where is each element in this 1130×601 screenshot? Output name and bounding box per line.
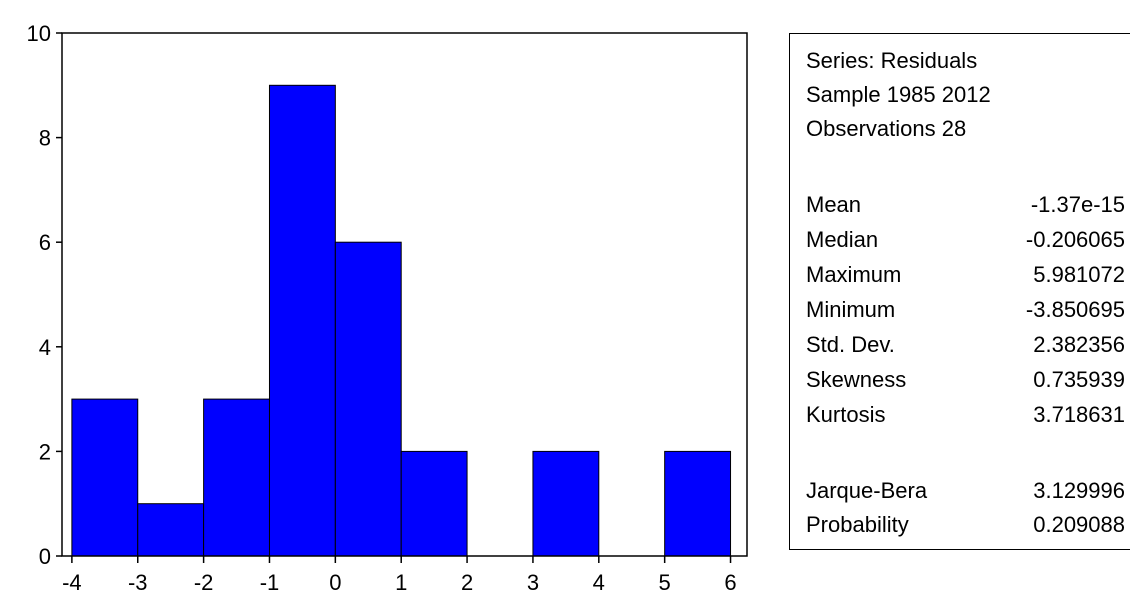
- stat-value: 5.981072: [1033, 262, 1125, 287]
- stat-label: Std. Dev.: [806, 332, 895, 357]
- x-tick-label: -4: [62, 570, 82, 595]
- histogram-bar: [400, 450, 468, 557]
- y-tick-label: 6: [39, 230, 51, 255]
- observations-count: Observations 28: [806, 116, 967, 141]
- histogram-bars: [71, 84, 732, 557]
- stat-row-probability: Probability 0.209088: [806, 512, 1125, 538]
- stat-value: 0.735939: [1033, 367, 1125, 392]
- stat-row-kurtosis: Kurtosis 3.718631: [806, 402, 1125, 428]
- descriptive-statistics-panel: Series: Residuals Sample 1985 2012 Obser…: [789, 33, 1130, 550]
- stat-value: 3.129996: [1033, 478, 1125, 503]
- stat-value: 0.209088: [1033, 512, 1125, 537]
- x-tick-label: 4: [593, 570, 605, 595]
- x-tick-label: 6: [724, 570, 736, 595]
- x-tick-label: 3: [527, 570, 539, 595]
- stat-row-median: Median -0.206065: [806, 227, 1125, 253]
- stat-value: 2.382356: [1033, 332, 1125, 357]
- x-axis: -4 -3 -2 -1 0 1 2 3 4 5 6: [62, 556, 737, 595]
- y-axis: 0 2 4 6 8 10: [27, 21, 62, 569]
- stat-value: -0.206065: [1025, 227, 1125, 252]
- histogram-bar: [334, 241, 402, 557]
- x-tick-label: 2: [461, 570, 473, 595]
- stat-value: 3.718631: [1033, 402, 1125, 427]
- stat-row-std-dev: Std. Dev. 2.382356: [806, 332, 1125, 358]
- y-tick-label: 8: [39, 126, 51, 151]
- y-tick-label: 2: [39, 439, 51, 464]
- stat-row-skewness: Skewness 0.735939: [806, 367, 1125, 393]
- histogram-bar: [71, 398, 139, 557]
- x-tick-label: -3: [128, 570, 148, 595]
- stat-row-mean: Mean -1.37e-15: [806, 192, 1125, 218]
- stat-label: Kurtosis: [806, 402, 886, 427]
- stat-row-maximum: Maximum 5.981072: [806, 262, 1125, 288]
- plot-border: [61, 32, 748, 557]
- y-tick-label: 4: [39, 335, 51, 360]
- y-tick-label: 10: [27, 21, 51, 46]
- stat-label: Probability: [806, 512, 909, 537]
- histogram-bar: [664, 450, 732, 557]
- x-tick-label: 1: [395, 570, 407, 595]
- histogram-bar: [532, 450, 600, 557]
- histogram-chart: 0 2 4 6 8 10 -4 -3 -2 -1 0 1 2 3 4 5 6: [27, 21, 748, 595]
- stat-label: Median: [806, 227, 879, 252]
- y-tick-label: 0: [39, 544, 51, 569]
- stat-label: Maximum: [806, 262, 902, 287]
- x-tick-label: -2: [194, 570, 214, 595]
- x-tick-label: -1: [260, 570, 280, 595]
- x-tick-label: 0: [329, 570, 341, 595]
- stat-row-jarque-bera: Jarque-Bera 3.129996: [806, 478, 1125, 504]
- stat-value: -3.850695: [1025, 297, 1125, 322]
- stat-label: Mean: [806, 192, 862, 217]
- histogram-bar: [137, 503, 205, 557]
- stat-row-minimum: Minimum -3.850695: [806, 297, 1125, 323]
- sample-range: Sample 1985 2012: [806, 82, 991, 107]
- stat-label: Jarque-Bera: [806, 478, 928, 503]
- histogram-bar: [268, 84, 336, 557]
- plot-frame: [61, 32, 748, 557]
- series-name: Series: Residuals: [806, 48, 978, 73]
- x-tick-label: 5: [659, 570, 671, 595]
- stat-label: Skewness: [806, 367, 907, 392]
- histogram-bar: [203, 398, 270, 557]
- stat-value: -1.37e-15: [1030, 192, 1125, 217]
- stat-label: Minimum: [806, 297, 896, 322]
